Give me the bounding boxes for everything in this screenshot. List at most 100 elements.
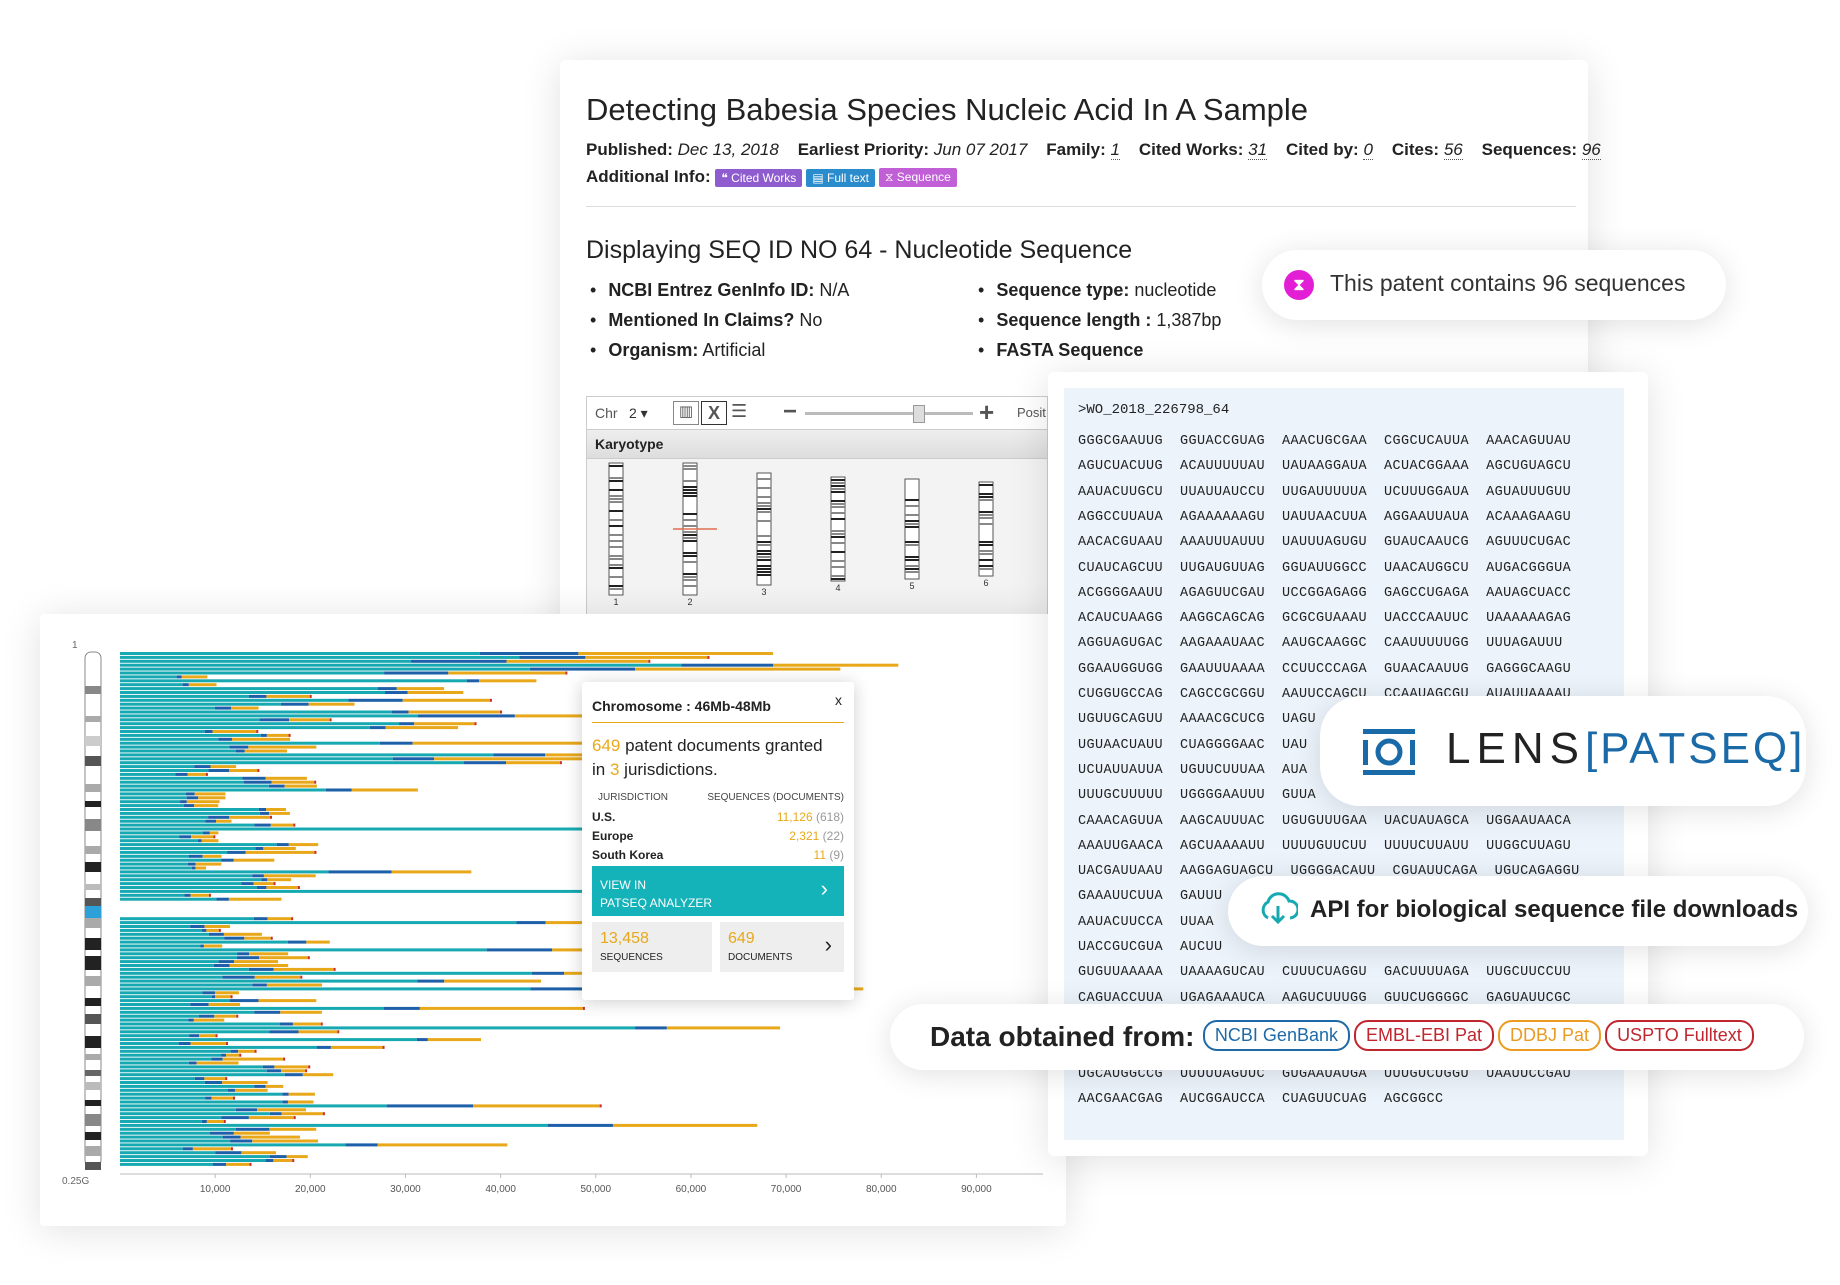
source-ncbi-genbank[interactable]: NCBI GenBank	[1202, 1020, 1350, 1051]
chr-select[interactable]: 2 ▾	[629, 405, 648, 421]
bar-segment-teal	[120, 741, 380, 745]
chromosome-bar-chart[interactable]: 1 0.25G 10,000 20,000 30,000 40,000 50,000 60,0…	[40, 614, 1066, 1226]
bar-segment-teal	[120, 1112, 270, 1116]
bar-segment-teal	[120, 1073, 285, 1077]
bar-segment-blue	[227, 850, 246, 854]
bar-segment-teal	[120, 1022, 280, 1026]
bar-segment-blue	[254, 1084, 266, 1088]
bar-segment-blue	[248, 694, 267, 698]
bar-end-marker	[307, 956, 310, 960]
bar-segment-teal	[120, 847, 256, 850]
bar-segment-yellow	[248, 1116, 294, 1120]
bar-end-marker	[230, 1147, 233, 1151]
sequences-count-tile[interactable]: 13,458 SEQUENCES	[592, 922, 712, 972]
karyotype-view-icon[interactable]: X	[701, 401, 727, 425]
bar-segment-yellow	[351, 788, 418, 792]
zoom-slider-handle[interactable]	[913, 405, 925, 423]
view-in-analyzer-button[interactable]: VIEW IN PATSEQ ANALYZER ›	[592, 866, 844, 916]
bar-end-marker	[208, 893, 211, 897]
bar-segment-blue	[224, 936, 245, 940]
chromosome-ideogram[interactable]	[84, 651, 102, 1170]
bar-segment-blue	[211, 995, 216, 999]
bar-segment-blue	[197, 839, 202, 843]
bar-segment-yellow	[233, 858, 275, 862]
karyotype-chromosome-5[interactable]: 5	[904, 478, 920, 591]
bar-view-icon[interactable]: ▥	[673, 401, 699, 425]
cited-works-link[interactable]: 31	[1248, 140, 1268, 160]
bar-segment-blue	[268, 784, 285, 788]
karyotype-chromosome-6[interactable]: 6	[978, 481, 994, 588]
bar-segment-teal	[120, 835, 180, 839]
close-icon[interactable]: x	[835, 692, 842, 708]
fasta-line: ACAUCUAAGG AAGGCAGCAG GCGCGUAAAU UACCCAA…	[1078, 611, 1572, 627]
jurisdiction-counts: 2,321 (22)	[789, 829, 844, 843]
sequence-bars[interactable]	[120, 652, 899, 1166]
bar-segment-yellow	[229, 815, 270, 819]
bar-segment-teal	[120, 804, 184, 808]
bar-segment-yellow	[298, 1030, 338, 1034]
tag-sequence[interactable]: ⧖ Sequence	[879, 168, 957, 188]
source-ddbj-pat[interactable]: DDBJ Pat	[1498, 1020, 1602, 1051]
documents-count-tile[interactable]: 649 DOCUMENTS ›	[720, 922, 844, 972]
karyotype-chromosome-2[interactable]: 2	[682, 462, 698, 607]
bar-segment-blue	[348, 698, 403, 702]
fasta-line: UGUAACUAUU CUAGGGGAAC UAU	[1078, 737, 1308, 753]
bar-end-marker	[320, 1022, 323, 1026]
bar-segment-blue	[280, 702, 309, 706]
bar-segment-yellow	[215, 995, 231, 999]
sequence-heading: Displaying SEQ ID NO 64 - Nucleotide Seq…	[586, 236, 1133, 264]
family-link[interactable]: 1	[1110, 140, 1120, 160]
sequences-link[interactable]: 96	[1581, 140, 1601, 160]
lens-logo-text: LENS[PATSEQ]	[1446, 724, 1806, 773]
chromosome-number: 2	[687, 597, 692, 607]
fasta-line: AGGCCUUAUA AGAAAAAAGU UAUUAACUUA AGGAAUU…	[1078, 509, 1572, 525]
bar-segment-blue	[184, 893, 191, 897]
tag-full-text[interactable]: ▤ Full text	[806, 168, 875, 187]
karyotype-chromosomes[interactable]: 1 2 3 4 5 6	[587, 459, 1047, 628]
zoom-in-icon[interactable]: +	[979, 397, 995, 427]
bar-segment-teal	[120, 956, 237, 960]
bar-end-marker	[236, 1014, 239, 1018]
bar-segment-blue	[493, 753, 546, 757]
list-view-icon[interactable]: ☰	[731, 401, 748, 421]
bullet-claims: Mentioned In Claims? No	[590, 305, 849, 335]
bar-segment-yellow	[252, 1139, 319, 1143]
bar-segment-blue	[198, 1014, 215, 1018]
zoom-slider[interactable]	[805, 412, 973, 415]
tag-cited-works[interactable]: ❝ Cited Works	[715, 168, 803, 187]
bar-segment-blue	[235, 1108, 258, 1112]
bar-segment-teal	[120, 1038, 417, 1042]
bar-segment-yellow	[226, 1162, 250, 1166]
zoom-out-icon[interactable]: −	[783, 398, 798, 425]
bar-segment-teal	[120, 788, 326, 792]
bar-end-marker	[333, 967, 336, 971]
bar-segment-teal	[120, 749, 236, 753]
bar-segment-blue	[201, 1120, 207, 1123]
cites-link[interactable]: 56	[1443, 140, 1463, 160]
sequence-info-left: NCBI Entrez GenInfo ID: N/A Mentioned In…	[590, 275, 849, 365]
source-embl-ebi-pat[interactable]: EMBL-EBI Pat	[1353, 1020, 1495, 1051]
cited-by-link[interactable]: 0	[1363, 140, 1373, 160]
karyotype-chromosome-4[interactable]: 4	[830, 476, 846, 593]
bar-segment-yellow	[206, 928, 219, 932]
bar-segment-teal	[120, 971, 532, 975]
bar-segment-teal	[120, 1120, 202, 1123]
bar-segment-yellow	[267, 878, 292, 882]
karyotype-chromosome-1[interactable]: 1	[608, 462, 624, 607]
bar-segment-yellow	[231, 737, 291, 741]
bar-segment-yellow	[514, 714, 639, 718]
source-uspto-fulltext[interactable]: USPTO Fulltext	[1605, 1020, 1754, 1051]
bar-segment-yellow	[306, 940, 330, 944]
bar-segment-blue	[282, 1092, 289, 1096]
bar-segment-blue	[416, 1038, 428, 1042]
bar-segment-teal	[120, 765, 195, 769]
api-pill[interactable]: API for biological sequence file downloa…	[1228, 876, 1808, 946]
bar-segment-teal	[120, 1127, 236, 1131]
bar-segment-teal	[120, 667, 530, 671]
fasta-line: GGAAUGGUGG GAAUUUAAAA CCUUCCCAGA GUAACAA…	[1078, 661, 1572, 677]
bar-segment-blue	[202, 831, 210, 835]
bar-end-marker	[293, 823, 296, 827]
bar-segment-teal	[120, 1155, 270, 1159]
bar-segment-teal	[120, 714, 419, 718]
karyotype-chromosome-3[interactable]: 3	[756, 472, 772, 597]
